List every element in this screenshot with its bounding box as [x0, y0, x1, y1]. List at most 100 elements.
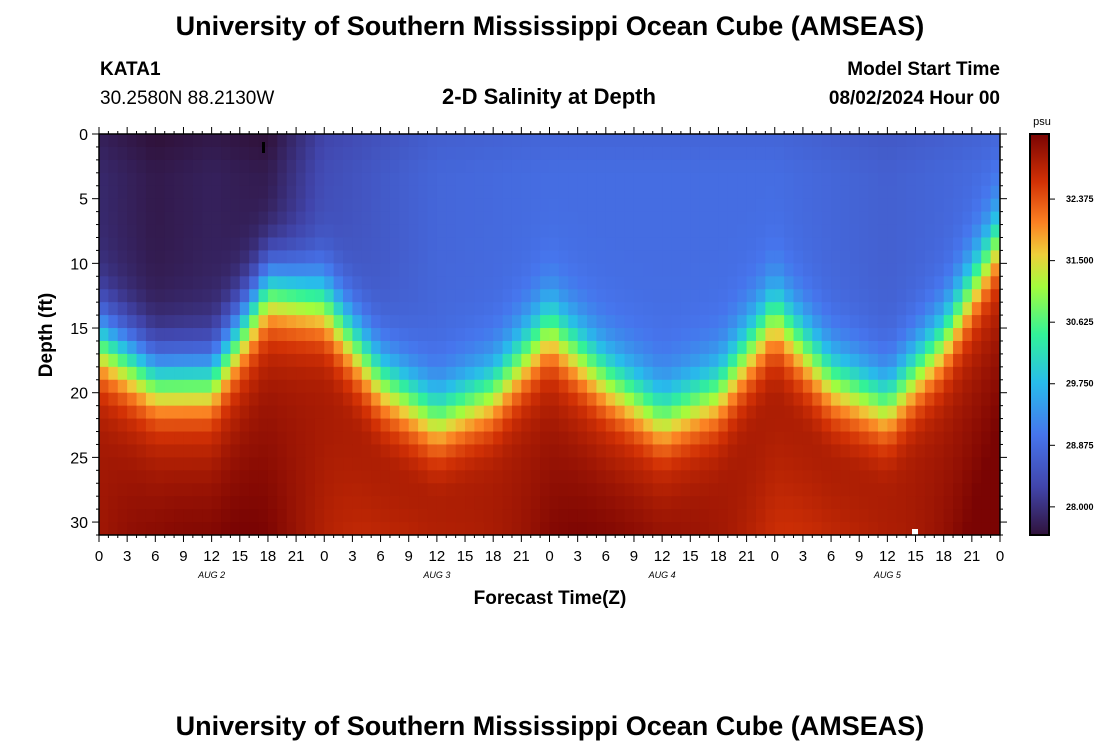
heatmap-cell [258, 509, 269, 523]
heatmap-cell [314, 483, 325, 497]
heatmap-cell [765, 431, 776, 446]
heatmap-cell [709, 263, 720, 277]
heatmap-cell [333, 134, 344, 148]
heatmap-cell [427, 405, 438, 420]
heatmap-cell [371, 522, 382, 535]
heatmap-cell [145, 353, 156, 368]
heatmap-cell [389, 146, 400, 161]
heatmap-cell [934, 276, 945, 290]
heatmap-cell [671, 185, 682, 200]
heatmap-cell [849, 405, 860, 420]
heatmap-cell [277, 340, 288, 355]
heatmap-cell [221, 211, 231, 226]
heatmap-cell [680, 509, 691, 523]
heatmap-cell [99, 224, 109, 239]
heatmap-cell [493, 353, 504, 368]
heatmap-cell [915, 224, 926, 239]
heatmap-cell [990, 418, 1000, 433]
heatmap-cell [408, 276, 419, 290]
heatmap-cell [802, 509, 813, 523]
heatmap-cell [896, 431, 907, 446]
heatmap-cell [183, 418, 194, 433]
heatmap-cell [493, 392, 504, 407]
heatmap-cell [943, 250, 954, 264]
heatmap-cell [474, 159, 485, 174]
heatmap-cell [671, 522, 682, 535]
heatmap-cell [408, 366, 419, 381]
heatmap-cell [587, 224, 598, 239]
heatmap-cell [99, 159, 109, 174]
heatmap-cell [877, 483, 888, 497]
heatmap-cell [361, 509, 372, 523]
heatmap-cell [577, 392, 588, 407]
heatmap-cell [371, 470, 382, 484]
heatmap-cell [849, 146, 860, 161]
heatmap-cell [558, 172, 569, 187]
heatmap-cell [258, 185, 269, 200]
heatmap-cell [877, 457, 888, 471]
heatmap-cell [802, 159, 813, 174]
heatmap-cell [155, 172, 166, 187]
heatmap-cell [943, 353, 954, 368]
heatmap-cell [859, 198, 870, 213]
heatmap-cell [624, 496, 635, 510]
heatmap-cell [230, 198, 241, 213]
heatmap-cell [868, 509, 879, 523]
heatmap-cell [896, 146, 907, 161]
heatmap-cell [249, 263, 260, 277]
heatmap-cell [849, 509, 860, 523]
heatmap-cell [718, 224, 729, 239]
heatmap-cell [558, 302, 569, 316]
heatmap-cell [840, 302, 851, 316]
heatmap-cell [906, 315, 917, 329]
heatmap-cell [296, 198, 307, 213]
heatmap-cell [502, 470, 513, 484]
heatmap-cell [577, 470, 588, 484]
heatmap-cell [399, 366, 410, 381]
heatmap-cell [558, 250, 569, 264]
heatmap-cell [352, 315, 363, 329]
heatmap-cell [924, 198, 935, 213]
heatmap-cell [99, 522, 109, 535]
heatmap-cell [821, 289, 832, 303]
heatmap-cell [765, 509, 776, 523]
heatmap-cell [502, 379, 513, 394]
heatmap-cell [286, 237, 297, 252]
heatmap-cell [183, 353, 194, 368]
heatmap-cell [286, 159, 297, 174]
heatmap-cell [990, 263, 1000, 277]
heatmap-cell [258, 379, 269, 394]
heatmap-cell [680, 328, 691, 342]
heatmap-cell [221, 237, 231, 252]
heatmap-cell [755, 405, 766, 420]
heatmap-cell [962, 496, 973, 510]
heatmap-cell [474, 470, 485, 484]
heatmap-cell [502, 276, 513, 290]
heatmap-cell [643, 328, 654, 342]
heatmap-cell [887, 444, 898, 458]
heatmap-cell [483, 263, 494, 277]
heatmap-cell [145, 134, 156, 148]
heatmap-cell [174, 146, 185, 161]
heatmap-cell [812, 457, 823, 471]
heatmap-cell [746, 353, 757, 368]
heatmap-cell [859, 134, 870, 148]
heatmap-cell [211, 224, 222, 239]
heatmap-cell [755, 315, 766, 329]
heatmap-cell [709, 418, 720, 433]
heatmap-cell [493, 185, 504, 200]
heatmap-cell [802, 276, 813, 290]
heatmap-cell [127, 185, 138, 200]
heatmap-cell [680, 276, 691, 290]
heatmap-cell [643, 392, 654, 407]
heatmap-cell [399, 134, 410, 148]
heatmap-cell [258, 444, 269, 458]
heatmap-cell [615, 250, 626, 264]
heatmap-cell [774, 198, 785, 213]
heatmap-cell [690, 250, 701, 264]
heatmap-cell [127, 146, 138, 161]
heatmap-cell [258, 392, 269, 407]
heatmap-cell [633, 276, 644, 290]
heatmap-cell [680, 457, 691, 471]
heatmap-cell [333, 379, 344, 394]
